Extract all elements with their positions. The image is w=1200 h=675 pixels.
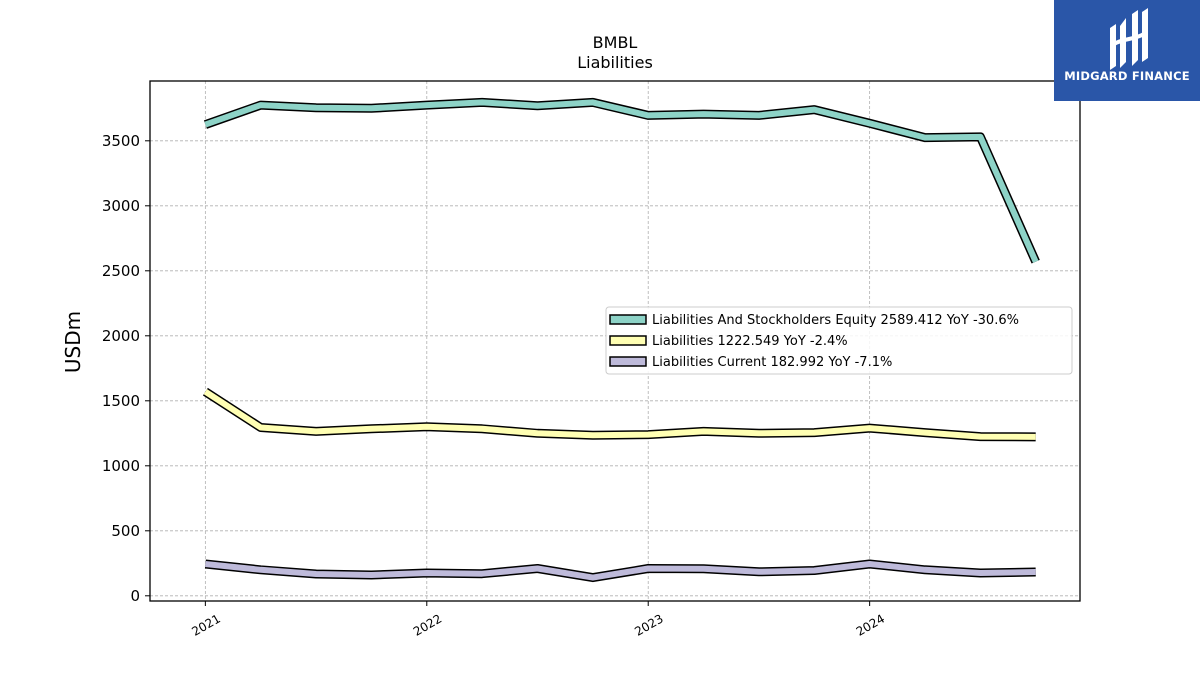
legend-swatch-1 xyxy=(609,335,647,346)
y-tick-label: 1000 xyxy=(102,457,140,475)
y-tick-label: 2500 xyxy=(102,262,140,280)
x-tick-label: 2021 xyxy=(189,611,222,638)
series-line-1 xyxy=(203,389,1036,440)
logo-mark-icon xyxy=(1110,8,1148,70)
legend-label-0: Liabilities And Stockholders Equity 2589… xyxy=(652,313,1019,328)
brand-logo: MIDGARD FINANCE xyxy=(1054,0,1200,101)
y-axis-label: USDm xyxy=(61,311,85,373)
legend-label-2: Liabilities Current 182.992 YoY -7.1% xyxy=(652,355,892,370)
y-tick-label: 3000 xyxy=(102,197,140,215)
y-tick-label: 3500 xyxy=(102,132,140,150)
plot-frame xyxy=(149,80,1081,602)
series-outline-0 xyxy=(203,97,1040,264)
y-tick-label: 1500 xyxy=(102,392,140,410)
chart-title: BMBL xyxy=(593,33,638,52)
x-tick-label: 2024 xyxy=(854,611,887,638)
legend-swatch-2 xyxy=(609,356,647,367)
y-tick-label: 2000 xyxy=(102,327,140,345)
series-line-0 xyxy=(204,99,1039,263)
legend-label-1: Liabilities 1222.549 YoY -2.4% xyxy=(652,334,848,349)
chart-subtitle: Liabilities xyxy=(577,53,653,72)
series-line-2 xyxy=(205,561,1036,581)
legend-swatch-0 xyxy=(609,314,647,325)
legend: Liabilities And Stockholders Equity 2589… xyxy=(605,306,1073,375)
y-tick-label: 500 xyxy=(111,522,140,540)
y-tick-label: 0 xyxy=(130,587,140,605)
series-layer xyxy=(202,97,1040,583)
legend-box xyxy=(605,306,1073,375)
logo-text: MIDGARD FINANCE xyxy=(1064,69,1190,83)
x-tick-label: 2023 xyxy=(632,611,665,638)
x-tick-label: 2022 xyxy=(411,611,444,638)
